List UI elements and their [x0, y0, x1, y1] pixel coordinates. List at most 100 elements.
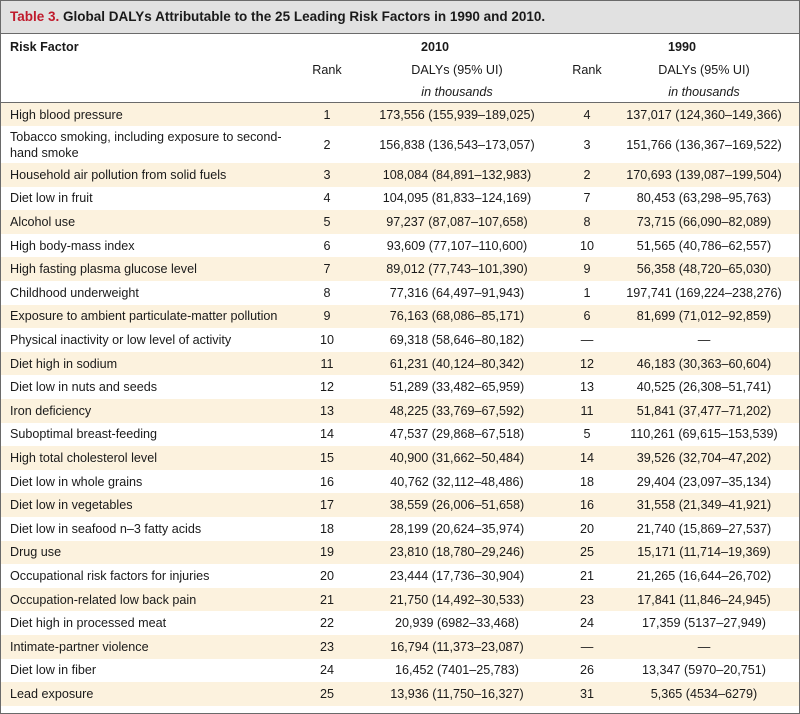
- rank-2010-cell: 16: [305, 469, 349, 494]
- rank-2010-cell: 12: [305, 375, 349, 400]
- dalys-2010-cell: 13,936 (11,750–16,327): [349, 682, 565, 706]
- risk-factor-cell: Physical inactivity or low level of acti…: [1, 328, 305, 352]
- dalys-1990-cell: 80,453 (63,298–95,763): [609, 186, 799, 211]
- rank-1990-cell: 31: [565, 682, 609, 706]
- header-rank-1990: Rank: [565, 59, 609, 81]
- table-row: Physical inactivity or low level of acti…: [1, 328, 799, 352]
- dalys-1990-cell: 73,715 (66,090–82,089): [609, 210, 799, 234]
- dalys-2010-cell: 77,316 (64,497–91,943): [349, 281, 565, 305]
- dalys-2010-cell: 76,163 (68,086–85,171): [349, 304, 565, 329]
- rank-1990-cell: 8: [565, 210, 609, 234]
- rank-2010-cell: 20: [305, 564, 349, 588]
- table-row: High blood pressure 1 173,556 (155,939–189…: [1, 102, 799, 127]
- table-row: Lead exposure 25 13,936 (11,750–16,327) 31 5…: [1, 682, 799, 706]
- table-row: Household air pollution from solid fuels…: [1, 163, 799, 187]
- header-units-1990: in thousands: [609, 81, 799, 103]
- dalys-1990-cell: 51,565 (40,786–62,557): [609, 233, 799, 258]
- rank-2010-cell: 6: [305, 233, 349, 258]
- header-units-2010: in thousands: [349, 81, 565, 103]
- dalys-2010-cell: 97,237 (87,087–107,658): [349, 210, 565, 234]
- header-rank-2010: Rank: [305, 59, 349, 81]
- rank-2010-cell: 19: [305, 540, 349, 565]
- dalys-2010-cell: 89,012 (77,743–101,390): [349, 257, 565, 282]
- header-year-2010: 2010: [305, 34, 565, 59]
- header-dalys-1990: DALYs (95% UI): [609, 59, 799, 81]
- risk-factor-cell: High blood pressure: [1, 102, 305, 127]
- table-label: Table 3.: [10, 9, 60, 24]
- dalys-1990-cell: —: [609, 634, 799, 659]
- table-row: Occupation-related low back pain 21 21,750…: [1, 587, 799, 612]
- risk-factor-cell: Tobacco smoking, including exposure to s…: [1, 126, 305, 164]
- dalys-1990-cell: 21,740 (15,869–27,537): [609, 517, 799, 541]
- rank-1990-cell: 5: [565, 422, 609, 447]
- table-row: Diet low in nuts and seeds 12 51,289 (33,4…: [1, 375, 799, 400]
- table-header: Risk Factor 2010 1990 Rank DALYs (95% UI…: [1, 34, 799, 103]
- dalys-1990-cell: 17,841 (11,846–24,945): [609, 587, 799, 612]
- header-row-columns: Rank DALYs (95% UI) Rank DALYs (95% UI): [1, 59, 799, 81]
- rank-1990-cell: 13: [565, 375, 609, 400]
- dalys-1990-cell: 81,699 (71,012–92,859): [609, 304, 799, 329]
- dalys-1990-cell: 56,358 (48,720–65,030): [609, 257, 799, 282]
- dalys-1990-cell: 46,183 (30,363–60,604): [609, 351, 799, 376]
- table-row: High body-mass index 6 93,609 (77,107–110,…: [1, 233, 799, 258]
- risk-factor-cell: Diet low in nuts and seeds: [1, 375, 305, 400]
- dalys-2010-cell: 61,231 (40,124–80,342): [349, 351, 565, 376]
- risk-factor-cell: Iron deficiency: [1, 399, 305, 423]
- risk-factor-cell: High fasting plasma glucose level: [1, 257, 305, 282]
- table-caption: Table 3. Global DALYs Attributable to th…: [1, 1, 799, 34]
- table-row: Childhood underweight 8 77,316 (64,497–91,…: [1, 281, 799, 305]
- table-row: Diet low in seafood n–3 fatty acids 18 28,…: [1, 517, 799, 541]
- rank-2010-cell: 2: [305, 126, 349, 164]
- rank-2010-cell: 3: [305, 163, 349, 187]
- rank-1990-cell: 20: [565, 517, 609, 541]
- table-row: Exposure to ambient particulate-matter p…: [1, 304, 799, 329]
- dalys-1990-cell: 15,171 (11,714–19,369): [609, 540, 799, 565]
- rank-1990-cell: 18: [565, 469, 609, 494]
- dalys-1990-cell: 197,741 (169,224–238,276): [609, 281, 799, 305]
- rank-2010-cell: 13: [305, 399, 349, 423]
- rank-1990-cell: 1: [565, 281, 609, 305]
- rank-1990-cell: 12: [565, 351, 609, 376]
- table-row: Diet low in fruit 4 104,095 (81,833–124,16…: [1, 186, 799, 211]
- risk-factor-cell: High body-mass index: [1, 233, 305, 258]
- table-row: Diet low in whole grains 16 40,762 (32,112…: [1, 469, 799, 494]
- risk-factor-cell: Occupational risk factors for injuries: [1, 564, 305, 588]
- rank-2010-cell: 24: [305, 658, 349, 683]
- dalys-2010-cell: 16,452 (7401–25,783): [349, 658, 565, 683]
- rank-2010-cell: 25: [305, 682, 349, 706]
- risk-factor-cell: Household air pollution from solid fuels: [1, 163, 305, 187]
- dalys-2010-cell: 40,762 (32,112–48,486): [349, 469, 565, 494]
- risk-factor-cell: Intimate-partner violence: [1, 634, 305, 659]
- dalys-2010-cell: 40,900 (31,662–50,484): [349, 446, 565, 470]
- rank-1990-cell: 9: [565, 257, 609, 282]
- rank-2010-cell: 1: [305, 102, 349, 127]
- rank-1990-cell: 2: [565, 163, 609, 187]
- header-row-units: in thousands in thousands: [1, 81, 799, 103]
- rank-1990-cell: —: [565, 328, 609, 352]
- rank-2010-cell: 15: [305, 446, 349, 470]
- dalys-2010-cell: 23,810 (18,780–29,246): [349, 540, 565, 565]
- rank-2010-cell: 11: [305, 351, 349, 376]
- risk-factor-cell: Diet low in whole grains: [1, 469, 305, 494]
- risk-factor-cell: Diet high in sodium: [1, 351, 305, 376]
- table-row: Diet high in sodium 11 61,231 (40,124–80,3…: [1, 351, 799, 376]
- header-dalys-2010: DALYs (95% UI): [349, 59, 565, 81]
- table-row: Diet low in vegetables 17 38,559 (26,006–5…: [1, 493, 799, 517]
- risk-factor-cell: Diet low in fruit: [1, 186, 305, 211]
- table-title: Global DALYs Attributable to the 25 Lead…: [63, 9, 546, 24]
- table-row: Iron deficiency 13 48,225 (33,769–67,592) 1…: [1, 399, 799, 423]
- risk-factor-cell: Diet low in vegetables: [1, 493, 305, 517]
- dalys-1990-cell: 39,526 (32,704–47,202): [609, 446, 799, 470]
- risk-factor-cell: Exposure to ambient particulate-matter p…: [1, 304, 305, 329]
- dalys-2010-cell: 28,199 (20,624–35,974): [349, 517, 565, 541]
- dalys-1990-cell: 17,359 (5137–27,949): [609, 611, 799, 635]
- dalys-1990-cell: 31,558 (21,349–41,921): [609, 493, 799, 517]
- table-row: Intimate-partner violence 23 16,794 (11,37…: [1, 634, 799, 659]
- risk-factor-cell: Diet high in processed meat: [1, 611, 305, 635]
- dalys-2010-cell: 93,609 (77,107–110,600): [349, 233, 565, 258]
- rank-1990-cell: 10: [565, 233, 609, 258]
- risk-factor-cell: High total cholesterol level: [1, 446, 305, 470]
- rank-1990-cell: 6: [565, 304, 609, 329]
- dalys-1990-cell: 137,017 (124,360–149,366): [609, 102, 799, 127]
